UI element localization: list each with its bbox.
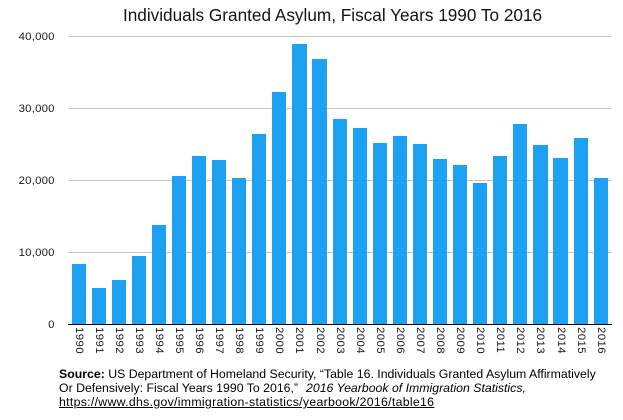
chart-title: Individuals Granted Asylum, Fiscal Years…	[122, 4, 543, 25]
x-axis-line	[67, 323, 612, 325]
bar-1997	[212, 159, 227, 325]
y-tick-label-0: 0	[48, 318, 55, 331]
bar-2012	[513, 123, 528, 325]
x-tick-label-2006: 2006	[393, 327, 406, 355]
source-publication: 2016 Yearbook of Immigration Statistics,	[306, 381, 526, 396]
bar-2005	[372, 143, 387, 325]
x-tick-label-2015: 2015	[574, 327, 587, 355]
bar-2015	[573, 138, 588, 325]
x-tick-label-2003: 2003	[333, 327, 346, 355]
bar-2000	[272, 92, 287, 325]
x-tick-label-2009: 2009	[454, 327, 467, 355]
x-tick-label-2000: 2000	[273, 327, 286, 355]
bar-1994	[151, 225, 166, 325]
bar-2006	[392, 135, 407, 325]
bar-2004	[352, 127, 367, 325]
source-line-1: Source: US Department of Homeland Securi…	[59, 367, 596, 382]
x-tick-label-1992: 1992	[112, 327, 125, 355]
x-tick-label-1990: 1990	[72, 327, 85, 355]
source-note: Source: US Department of Homeland Securi…	[59, 367, 596, 410]
x-tick-label-2013: 2013	[534, 327, 547, 355]
source-line-3: https://www.dhs.gov/immigration-statisti…	[59, 395, 596, 410]
x-tick-label-1994: 1994	[152, 327, 165, 355]
gridline-30,000	[67, 108, 612, 110]
bar-2008	[432, 159, 448, 325]
x-tick-label-2001: 2001	[293, 327, 306, 355]
x-tick-label-2012: 2012	[514, 327, 527, 355]
x-tick-label-1999: 1999	[253, 327, 266, 355]
bar-2013	[533, 145, 548, 325]
source-line-2: Or Defensively: Fiscal Years 1990 To 201…	[59, 381, 596, 396]
bar-1998	[232, 177, 247, 325]
source-label: Source:	[59, 367, 105, 382]
bar-2007	[412, 143, 428, 325]
bar-1999	[252, 134, 267, 325]
bar-2010	[473, 183, 488, 325]
gridline-40,000	[67, 36, 612, 38]
bar-2003	[332, 118, 347, 325]
bar-2016	[593, 177, 608, 325]
bar-1996	[191, 155, 207, 325]
bar-1990	[71, 264, 86, 325]
x-tick-label-2004: 2004	[353, 327, 366, 355]
x-tick-label-2011: 2011	[494, 327, 507, 354]
bar-2001	[292, 43, 307, 325]
x-tick-label-2005: 2005	[373, 327, 386, 355]
source-link[interactable]: https://www.dhs.gov/immigration-statisti…	[59, 395, 435, 410]
x-tick-label-1993: 1993	[132, 327, 145, 355]
y-tick-label-30,000: 30,000	[18, 102, 55, 115]
bar-1993	[131, 256, 146, 325]
x-tick-label-1997: 1997	[213, 327, 226, 355]
x-tick-label-2016: 2016	[594, 327, 607, 355]
x-tick-label-1991: 1991	[92, 327, 105, 355]
bar-1992	[111, 279, 126, 325]
bar-2014	[553, 157, 568, 325]
x-tick-label-2008: 2008	[434, 327, 447, 355]
bar-2009	[453, 164, 468, 325]
bar-1991	[91, 288, 106, 325]
x-tick-label-2002: 2002	[313, 327, 326, 355]
y-tick-label-10,000: 10,000	[18, 246, 55, 259]
source-line-1-text: US Department of Homeland Security, “Tab…	[104, 367, 596, 382]
y-tick-label-20,000: 20,000	[18, 174, 55, 187]
x-tick-label-2007: 2007	[413, 327, 426, 355]
bar-1995	[171, 176, 187, 325]
x-tick-label-1998: 1998	[233, 327, 246, 355]
x-tick-label-1996: 1996	[193, 327, 206, 355]
bar-2002	[312, 59, 327, 325]
source-line-2-text: Or Defensively: Fiscal Years 1990 To 201…	[59, 381, 299, 396]
x-tick-label-2010: 2010	[474, 327, 487, 355]
x-tick-label-1995: 1995	[173, 327, 185, 355]
bar-2011	[493, 156, 508, 325]
x-tick-label-2014: 2014	[554, 327, 567, 355]
y-tick-label-40,000: 40,000	[18, 31, 55, 43]
